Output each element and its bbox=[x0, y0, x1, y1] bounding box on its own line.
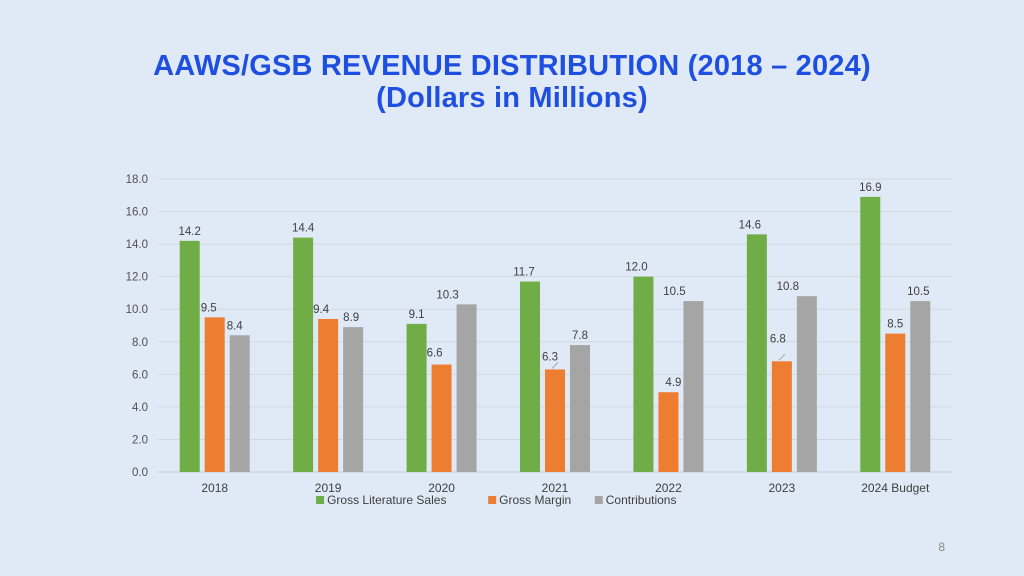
data-label: 4.9 bbox=[665, 377, 681, 389]
data-label: 10.5 bbox=[907, 286, 929, 298]
leader-line bbox=[551, 362, 559, 369]
bar-contributions-2018 bbox=[229, 335, 250, 472]
y-tick-label: 4.0 bbox=[132, 402, 148, 414]
bar-contributions-2020 bbox=[456, 304, 477, 472]
bar-gross-literature-sales-2021 bbox=[520, 281, 540, 472]
data-label: 8.5 bbox=[887, 319, 903, 331]
data-label: 14.4 bbox=[292, 223, 315, 235]
bar-gross-literature-sales-2023 bbox=[746, 234, 767, 472]
data-label: 7.8 bbox=[572, 330, 588, 342]
bar-contributions-2024-budget bbox=[910, 301, 931, 472]
data-label: 11.7 bbox=[513, 267, 535, 279]
bar-gross-margin-2019 bbox=[318, 318, 339, 472]
data-label: 6.6 bbox=[427, 348, 443, 360]
legend-swatch bbox=[316, 496, 325, 504]
x-category-label: 2021 bbox=[542, 481, 569, 495]
slide-title: AAWS/GSB REVENUE DISTRIBUTION (2018 – 20… bbox=[0, 50, 1024, 114]
data-label: 8.9 bbox=[343, 312, 359, 324]
page-number: 8 bbox=[938, 540, 945, 554]
data-label: 6.3 bbox=[542, 351, 558, 363]
data-label: 16.9 bbox=[859, 182, 881, 194]
bar-gross-literature-sales-2024-budget bbox=[860, 196, 881, 472]
data-label: 10.5 bbox=[663, 286, 685, 298]
bar-gross-margin-2021 bbox=[545, 369, 565, 472]
bar-contributions-2021 bbox=[570, 345, 590, 472]
bar-gross-margin-2022 bbox=[658, 392, 679, 472]
data-label: 8.4 bbox=[227, 320, 244, 332]
y-tick-label: 0.0 bbox=[132, 467, 148, 479]
y-tick-label: 12.0 bbox=[126, 272, 148, 284]
data-label: 14.6 bbox=[739, 219, 761, 231]
legend-label: Contributions bbox=[606, 493, 677, 507]
y-tick-label: 6.0 bbox=[132, 369, 148, 381]
data-label: 10.3 bbox=[436, 289, 458, 301]
bar-gross-literature-sales-2020 bbox=[406, 323, 427, 472]
data-label: 12.0 bbox=[625, 262, 647, 274]
data-label: 14.2 bbox=[179, 226, 201, 238]
bar-gross-margin-2018 bbox=[204, 317, 225, 472]
x-category-label: 2023 bbox=[769, 481, 796, 495]
x-category-label: 2022 bbox=[655, 481, 682, 495]
bar-contributions-2022 bbox=[683, 301, 704, 472]
bar-gross-literature-sales-2019 bbox=[293, 237, 314, 472]
data-label: 9.4 bbox=[313, 304, 330, 316]
bar-gross-literature-sales-2022 bbox=[633, 276, 654, 472]
title-line-1: AAWS/GSB REVENUE DISTRIBUTION (2018 – 20… bbox=[153, 50, 871, 82]
bar-contributions-2023 bbox=[796, 296, 817, 472]
title-line-2: (Dollars in Millions) bbox=[376, 82, 648, 114]
data-label: 9.5 bbox=[201, 302, 217, 314]
x-category-label: 2018 bbox=[201, 481, 228, 495]
data-label: 10.8 bbox=[777, 281, 799, 293]
x-category-label: 2024 Budget bbox=[861, 481, 930, 495]
bar-gross-margin-2024-budget bbox=[885, 333, 906, 472]
x-category-label: 2020 bbox=[428, 481, 455, 495]
y-tick-label: 10.0 bbox=[126, 304, 148, 316]
bar-gross-literature-sales-2018 bbox=[179, 240, 200, 472]
y-tick-label: 16.0 bbox=[126, 207, 148, 219]
data-label: 9.1 bbox=[409, 309, 425, 321]
y-tick-label: 14.0 bbox=[126, 239, 148, 251]
bar-gross-margin-2023 bbox=[771, 361, 792, 472]
y-tick-label: 18.0 bbox=[126, 174, 148, 186]
legend-swatch bbox=[594, 496, 603, 504]
data-label: 6.8 bbox=[770, 333, 786, 345]
bar-gross-margin-2020 bbox=[431, 364, 452, 472]
legend-label: Gross Literature Sales bbox=[327, 493, 446, 507]
y-tick-label: 2.0 bbox=[132, 434, 148, 446]
legend-swatch bbox=[488, 496, 497, 504]
bar-contributions-2019 bbox=[343, 327, 364, 472]
x-category-label: 2019 bbox=[315, 481, 342, 495]
legend-label: Gross Margin bbox=[499, 493, 571, 507]
y-tick-label: 8.0 bbox=[132, 337, 148, 349]
leader-line bbox=[778, 354, 786, 361]
